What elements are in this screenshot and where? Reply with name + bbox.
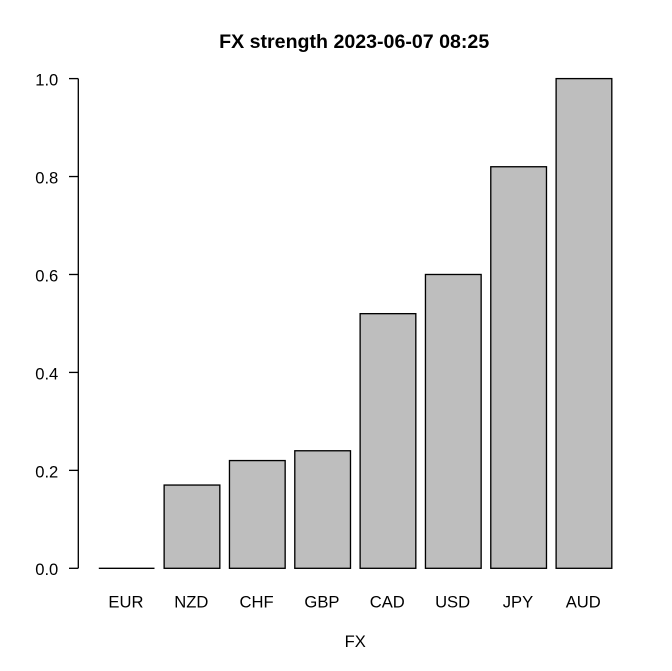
svg-text:0.6: 0.6 bbox=[35, 266, 58, 285]
svg-text:0.8: 0.8 bbox=[35, 168, 58, 187]
svg-text:USD: USD bbox=[435, 592, 470, 611]
svg-text:0.2: 0.2 bbox=[35, 462, 58, 481]
svg-text:0.4: 0.4 bbox=[35, 364, 58, 383]
svg-text:NZD: NZD bbox=[174, 592, 208, 611]
svg-text:GBP: GBP bbox=[304, 592, 339, 611]
svg-text:CHF: CHF bbox=[240, 592, 274, 611]
svg-text:AUD: AUD bbox=[566, 592, 601, 611]
svg-text:FX: FX bbox=[345, 632, 366, 651]
svg-text:EUR: EUR bbox=[108, 592, 143, 611]
svg-text:0.0: 0.0 bbox=[35, 560, 58, 579]
svg-text:FX strength 2023-06-07 08:25: FX strength 2023-06-07 08:25 bbox=[219, 31, 489, 53]
svg-text:JPY: JPY bbox=[503, 592, 533, 611]
svg-text:1.0: 1.0 bbox=[35, 71, 58, 90]
svg-text:CAD: CAD bbox=[370, 592, 405, 611]
